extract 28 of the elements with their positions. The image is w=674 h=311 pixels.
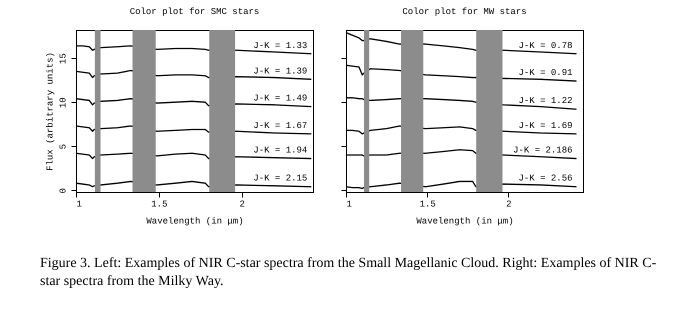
series-label: J-K = 1.94 <box>253 146 308 156</box>
y-axis-title: Flux (arbitrary units) <box>46 52 56 171</box>
series-label: J-K = 0.78 <box>518 40 573 51</box>
series-label: J-K = 1.33 <box>253 40 308 51</box>
series-label: J-K = 2.56 <box>518 174 573 184</box>
x-tick-label: 1.5 <box>420 200 436 210</box>
x-axis-title: Wavelength (in μm) <box>416 216 514 226</box>
series-label: J-K = 0.91 <box>518 68 573 78</box>
y-tick-label: 5 <box>58 144 68 150</box>
caption: Figure 3. Left: Examples of NIR C-star spectra from the Small Magellanic Cloud. Right: Examples of NIR C-star spectra from the Milky Way. <box>40 255 658 291</box>
chart-title: Color plot for MW stars <box>402 7 527 17</box>
x-tick-label: 1.5 <box>151 200 168 210</box>
y-tick-label: 10 <box>58 97 68 108</box>
series-label: J-K = 1.67 <box>253 120 308 131</box>
series-label: J-K = 2.186 <box>513 146 573 156</box>
series-label: J-K = 1.69 <box>518 120 573 131</box>
y-tick-label: 0 <box>58 188 68 194</box>
y-tick-label: 15 <box>58 53 68 64</box>
x-tick-label: 1 <box>346 200 352 210</box>
chart-title: Color plot for SMC stars <box>130 7 260 17</box>
series-label: J-K = 2.15 <box>253 174 308 184</box>
x-axis-title: Wavelength (in μm) <box>146 216 244 226</box>
x-tick-label: 1 <box>76 200 82 210</box>
x-tick-label: 2 <box>506 200 512 210</box>
series-label: J-K = 1.39 <box>253 66 308 76</box>
series-label: J-K = 1.49 <box>253 94 308 104</box>
series-label: J-K = 1.22 <box>518 96 573 106</box>
x-tick-label: 2 <box>240 200 245 210</box>
